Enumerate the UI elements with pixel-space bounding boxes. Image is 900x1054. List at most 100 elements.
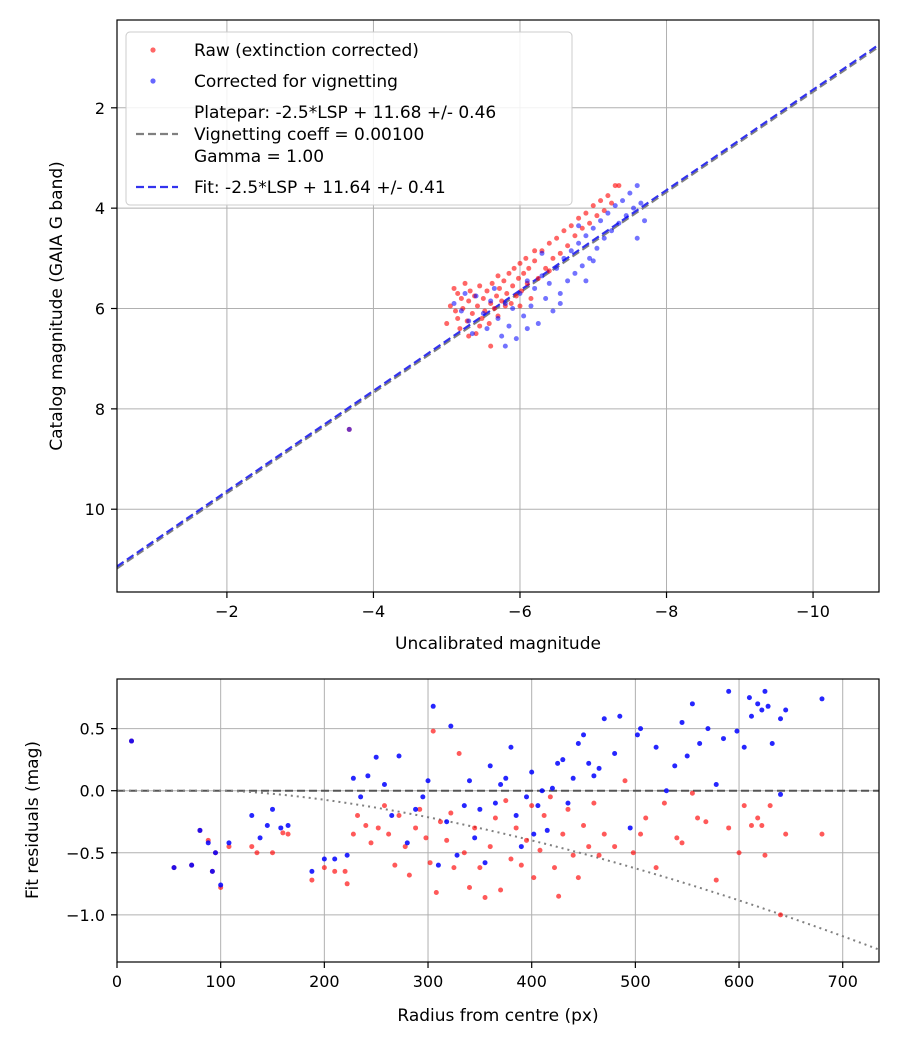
raw-residual-point — [498, 887, 504, 893]
raw-residual-point — [748, 822, 754, 828]
raw-residual-point — [226, 844, 232, 850]
corrected-residual-point — [689, 701, 695, 707]
raw-residual-point — [689, 790, 695, 796]
top-y-tick-label: 2 — [95, 99, 105, 118]
corrected-residual-point — [617, 713, 623, 719]
raw-residual-point — [254, 850, 260, 856]
corrected-residual-point — [746, 695, 752, 701]
raw-residual-point — [560, 831, 566, 837]
corrected-point — [506, 323, 512, 329]
corrected-point — [491, 285, 497, 291]
raw-residual-point — [518, 862, 524, 868]
raw-point — [594, 213, 600, 219]
raw-residual-point — [508, 856, 514, 862]
raw-point — [554, 235, 560, 241]
bottom-x-tick-label: 300 — [413, 972, 444, 991]
corrected-point — [590, 258, 596, 264]
corrected-residual-point — [209, 868, 215, 874]
raw-residual-point — [344, 881, 350, 887]
raw-residual-point — [332, 868, 338, 874]
raw-point — [501, 278, 507, 284]
top-x-tick-label: −8 — [655, 602, 679, 621]
corrected-point — [513, 336, 519, 342]
corrected-residual-point — [535, 803, 541, 809]
bottom-x-tick-label: 100 — [205, 972, 236, 991]
corrected-point — [576, 240, 582, 246]
raw-residual-point — [427, 860, 433, 866]
corrected-residual-point — [634, 732, 640, 738]
raw-point — [467, 288, 473, 294]
corrected-residual-point — [226, 840, 232, 846]
raw-point — [469, 311, 475, 317]
raw-point — [484, 288, 490, 294]
raw-residual-point — [575, 875, 581, 881]
bottom-y-tick-label: 0.5 — [80, 720, 105, 739]
raw-residual-point — [448, 810, 454, 816]
corrected-residual-point — [601, 716, 607, 722]
raw-point — [504, 290, 510, 296]
raw-residual-point — [778, 912, 784, 918]
corrected-point — [535, 321, 541, 327]
corrected-residual-point — [350, 775, 356, 781]
raw-residual-point — [703, 819, 709, 825]
raw-point — [453, 308, 459, 314]
legend: Raw (extinction corrected) Corrected for… — [125, 31, 573, 206]
raw-residual-point — [249, 844, 255, 850]
raw-point — [499, 298, 505, 304]
raw-point — [508, 300, 514, 306]
raw-residual-point — [472, 825, 478, 831]
raw-residual-point — [363, 822, 369, 828]
raw-residual-point — [661, 800, 667, 806]
corrected-residual-point — [472, 835, 478, 841]
raw-residual-point — [406, 872, 412, 878]
corrected-point — [587, 255, 593, 261]
corrected-residual-point — [741, 744, 747, 750]
raw-residual-point — [355, 813, 361, 819]
raw-point — [526, 265, 532, 271]
raw-point — [521, 270, 527, 276]
corrected-residual-point — [381, 782, 387, 788]
raw-residual-point — [342, 868, 348, 874]
raw-residual-point — [601, 831, 607, 837]
corrected-residual-point — [508, 744, 514, 750]
corrected-residual-point — [549, 785, 555, 791]
corrected-residual-point — [513, 813, 519, 819]
corrected-point — [521, 313, 527, 319]
corrected-residual-point — [560, 757, 566, 763]
top-y-tick-label: 4 — [95, 199, 105, 218]
raw-point — [579, 225, 585, 231]
corrected-point — [583, 278, 589, 284]
corrected-residual-point — [544, 827, 550, 833]
corrected-residual-point — [755, 701, 761, 707]
corrected-point — [473, 293, 479, 299]
corrected-residual-point — [697, 741, 703, 747]
corrected-residual-point — [672, 763, 678, 769]
raw-point — [457, 326, 463, 332]
bottom-x-tick-label: 400 — [516, 972, 547, 991]
corrected-residual-point — [612, 750, 618, 756]
corrected-point — [554, 265, 560, 271]
raw-point — [532, 248, 538, 254]
raw-residual-point — [430, 728, 436, 734]
bottom-panel: 0 100 200 300 400 500 600 700 0.5 0.0 −0.5 −1.0 Ra… — [23, 678, 880, 1026]
raw-point — [513, 293, 519, 299]
corrected-residual-point — [596, 765, 602, 771]
corrected-point — [499, 333, 505, 339]
raw-point — [561, 228, 567, 234]
corrected-residual-point — [278, 825, 284, 831]
bottom-axes-frame — [116, 678, 880, 963]
corrected-residual-point — [498, 782, 504, 788]
top-fit-lines — [117, 43, 879, 570]
raw-residual-point — [433, 889, 439, 895]
raw-residual-point — [350, 831, 356, 837]
raw-point — [489, 280, 495, 286]
corrected-point — [620, 198, 626, 204]
corrected-point — [634, 183, 640, 189]
corrected-point — [609, 228, 615, 234]
raw-residual-point — [437, 819, 443, 825]
corrected-residual-point — [389, 813, 395, 819]
corrected-residual-point — [218, 882, 224, 888]
corrected-residual-point — [129, 738, 135, 744]
corrected-point — [590, 225, 596, 231]
